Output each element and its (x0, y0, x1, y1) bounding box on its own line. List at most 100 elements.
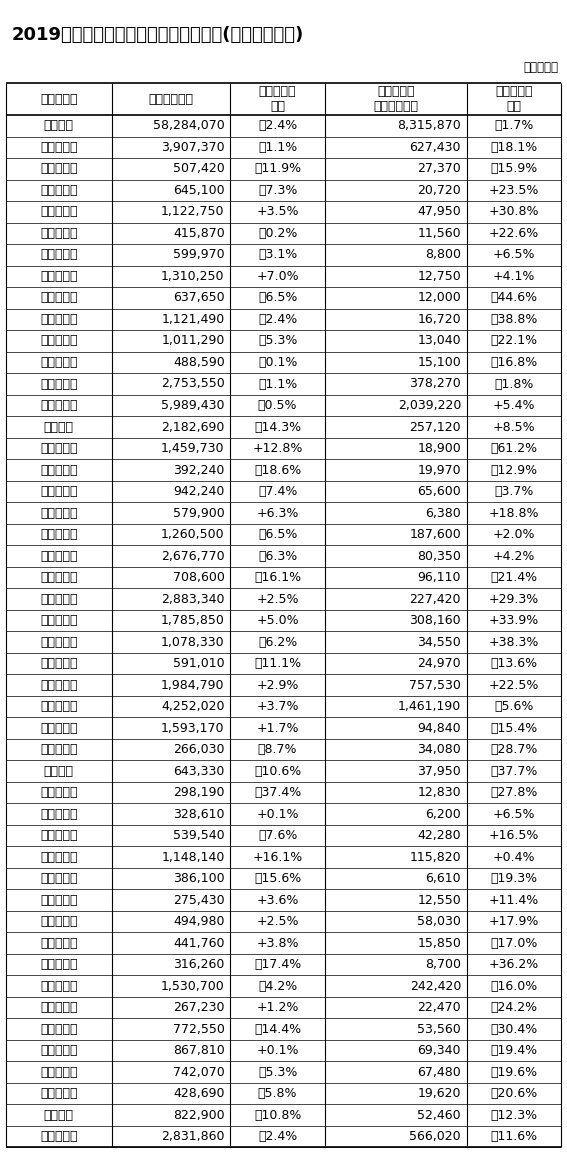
Text: +2.5%: +2.5% (256, 592, 299, 606)
Text: 和歌山県: 和歌山県 (44, 765, 74, 778)
Text: －7.6%: －7.6% (258, 829, 297, 842)
Text: 42,280: 42,280 (417, 829, 461, 842)
Text: 青　森　県: 青 森 県 (40, 162, 78, 175)
Text: 千　葉　県: 千 葉 県 (40, 378, 78, 391)
Text: 47,950: 47,950 (417, 205, 461, 219)
Text: 1,310,250: 1,310,250 (161, 270, 225, 283)
Text: －4.2%: －4.2% (258, 979, 297, 993)
Text: +12.8%: +12.8% (252, 442, 303, 455)
Text: +0.1%: +0.1% (256, 1044, 299, 1058)
Text: +6.3%: +6.3% (256, 507, 299, 520)
Text: 2,039,220: 2,039,220 (397, 399, 461, 412)
Text: 392,240: 392,240 (174, 463, 225, 477)
Text: 275,430: 275,430 (173, 894, 225, 907)
Text: 前年同月比
増減: 前年同月比 増減 (259, 85, 297, 113)
Text: －24.2%: －24.2% (490, 1001, 538, 1014)
Text: 富　山　県: 富 山 県 (40, 463, 78, 477)
Text: 13,040: 13,040 (417, 334, 461, 348)
Text: 奈　良　県: 奈 良 県 (40, 743, 78, 756)
Text: 12,750: 12,750 (417, 270, 461, 283)
Text: －18.6%: －18.6% (254, 463, 301, 477)
Text: －10.8%: －10.8% (254, 1108, 301, 1122)
Text: +3.7%: +3.7% (256, 700, 299, 713)
Text: 12,830: 12,830 (417, 786, 461, 799)
Text: 三　重　県: 三 重 県 (40, 636, 78, 649)
Text: 1,260,500: 1,260,500 (161, 528, 225, 541)
Text: +7.0%: +7.0% (256, 270, 299, 283)
Text: +3.6%: +3.6% (256, 894, 299, 907)
Text: +4.1%: +4.1% (493, 270, 535, 283)
Text: －19.3%: －19.3% (490, 872, 538, 885)
Text: 1,530,700: 1,530,700 (161, 979, 225, 993)
Text: +4.2%: +4.2% (493, 550, 535, 562)
Text: －12.9%: －12.9% (490, 463, 538, 477)
Text: 772,550: 772,550 (173, 1023, 225, 1036)
Text: －13.6%: －13.6% (490, 657, 538, 670)
Text: －5.8%: －5.8% (258, 1087, 297, 1100)
Text: －5.3%: －5.3% (258, 1066, 297, 1078)
Text: 8,800: 8,800 (425, 249, 461, 262)
Text: －15.4%: －15.4% (490, 721, 538, 735)
Text: +3.8%: +3.8% (256, 937, 299, 949)
Text: 佐　賀　県: 佐 賀 県 (40, 1001, 78, 1014)
Text: 高　知　県: 高 知 県 (40, 958, 78, 971)
Text: 4,252,020: 4,252,020 (161, 700, 225, 713)
Text: 415,870: 415,870 (173, 227, 225, 240)
Text: 645,100: 645,100 (173, 184, 225, 197)
Text: －5.3%: －5.3% (258, 334, 297, 348)
Text: 6,610: 6,610 (425, 872, 461, 885)
Text: 34,550: 34,550 (417, 636, 461, 649)
Text: －5.6%: －5.6% (494, 700, 534, 713)
Text: －19.4%: －19.4% (490, 1044, 538, 1058)
Text: －6.2%: －6.2% (258, 636, 297, 649)
Text: +6.5%: +6.5% (493, 249, 535, 262)
Text: 19,620: 19,620 (417, 1087, 461, 1100)
Text: －11.6%: －11.6% (490, 1130, 538, 1143)
Text: 12,550: 12,550 (417, 894, 461, 907)
Text: 単位：人泊: 単位：人泊 (523, 61, 558, 74)
Text: 沖　縄　県: 沖 縄 県 (40, 1130, 78, 1143)
Text: 1,148,140: 1,148,140 (161, 850, 225, 864)
Text: －6.5%: －6.5% (258, 291, 297, 304)
Text: －0.1%: －0.1% (258, 356, 297, 369)
Text: －16.8%: －16.8% (490, 356, 538, 369)
Text: －0.5%: －0.5% (258, 399, 297, 412)
Text: 441,760: 441,760 (173, 937, 225, 949)
Text: 316,260: 316,260 (174, 958, 225, 971)
Text: 愛　知　県: 愛 知 県 (40, 614, 78, 627)
Text: 宮　城　県: 宮 城 県 (40, 205, 78, 219)
Text: 942,240: 942,240 (174, 485, 225, 498)
Text: －37.7%: －37.7% (490, 765, 538, 778)
Text: －37.4%: －37.4% (254, 786, 301, 799)
Text: 1,785,850: 1,785,850 (161, 614, 225, 627)
Text: 187,600: 187,600 (409, 528, 461, 541)
Text: 69,340: 69,340 (417, 1044, 461, 1058)
Text: 378,270: 378,270 (409, 378, 461, 391)
Text: 宮　崎　県: 宮 崎 県 (40, 1087, 78, 1100)
Text: 386,100: 386,100 (173, 872, 225, 885)
Text: －15.6%: －15.6% (254, 872, 301, 885)
Text: 1,459,730: 1,459,730 (161, 442, 225, 455)
Text: +16.5%: +16.5% (489, 829, 539, 842)
Text: 2,831,860: 2,831,860 (161, 1130, 225, 1143)
Text: 1,593,170: 1,593,170 (161, 721, 225, 735)
Text: －16.0%: －16.0% (490, 979, 538, 993)
Text: +1.7%: +1.7% (256, 721, 299, 735)
Text: +33.9%: +33.9% (489, 614, 539, 627)
Text: 80,350: 80,350 (417, 550, 461, 562)
Text: 岩　手　県: 岩 手 県 (40, 184, 78, 197)
Text: 24,970: 24,970 (417, 657, 461, 670)
Text: －3.7%: －3.7% (494, 485, 534, 498)
Text: 6,380: 6,380 (425, 507, 461, 520)
Text: 京　都　府: 京 都 府 (40, 679, 78, 691)
Text: －2.4%: －2.4% (258, 1130, 297, 1143)
Text: +29.3%: +29.3% (489, 592, 539, 606)
Text: 822,900: 822,900 (173, 1108, 225, 1122)
Text: 494,980: 494,980 (173, 915, 225, 929)
Text: 20,720: 20,720 (417, 184, 461, 197)
Text: －16.1%: －16.1% (254, 571, 301, 584)
Text: 福　岡　県: 福 岡 県 (40, 979, 78, 993)
Text: －12.3%: －12.3% (490, 1108, 538, 1122)
Text: 8,315,870: 8,315,870 (397, 120, 461, 132)
Text: －1.8%: －1.8% (494, 378, 534, 391)
